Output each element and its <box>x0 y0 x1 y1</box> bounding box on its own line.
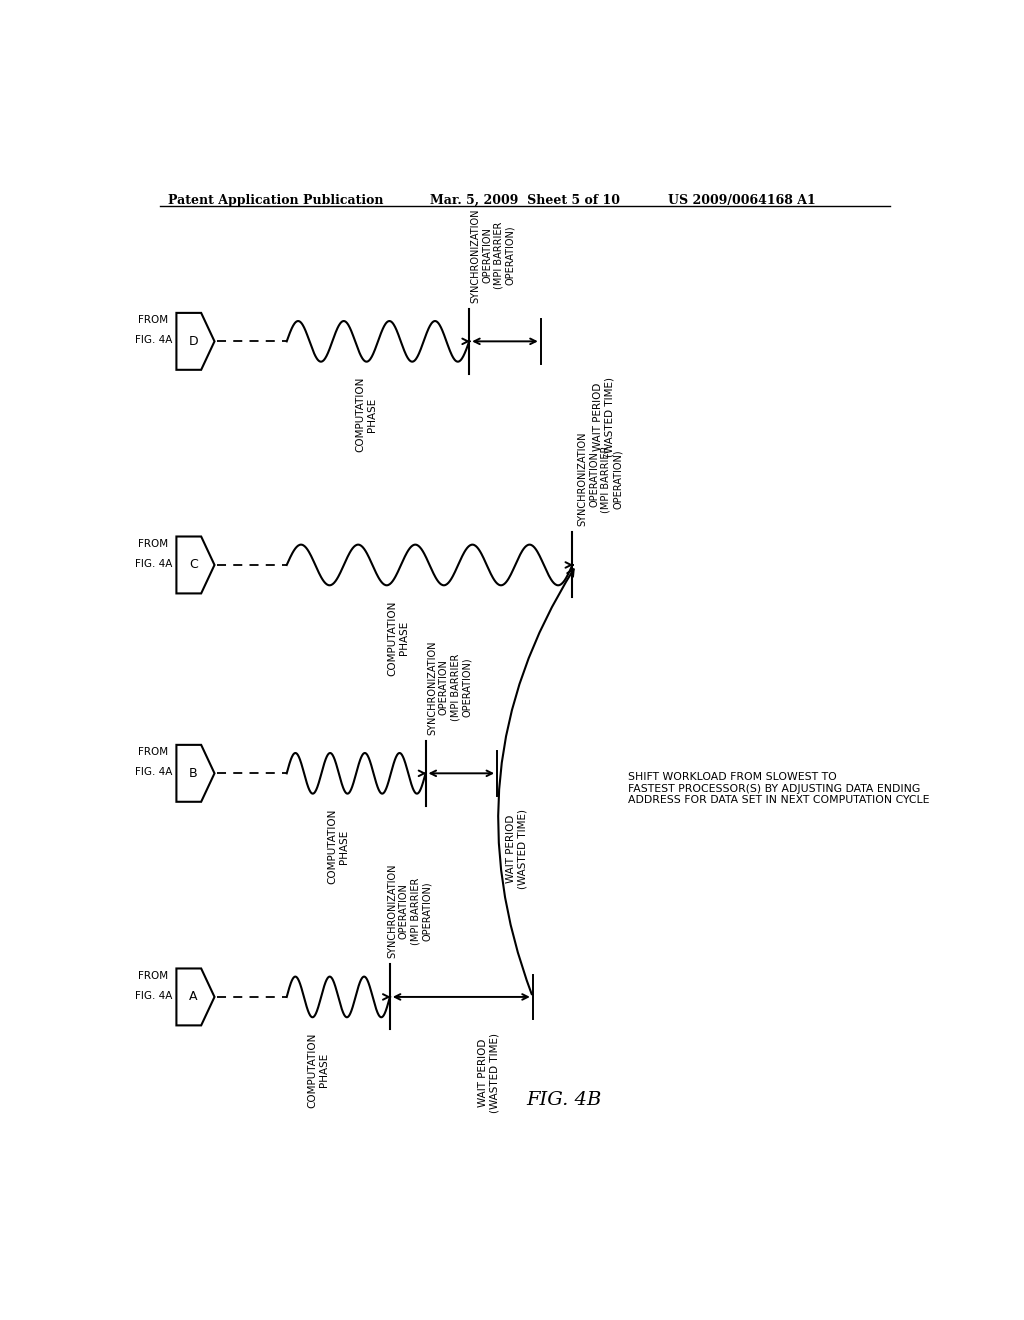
Text: SHIFT WORKLOAD FROM SLOWEST TO
FASTEST PROCESSOR(S) BY ADJUSTING DATA ENDING
ADD: SHIFT WORKLOAD FROM SLOWEST TO FASTEST P… <box>628 772 930 805</box>
Text: COMPUTATION
PHASE: COMPUTATION PHASE <box>328 809 349 884</box>
Text: FIG. 4A: FIG. 4A <box>135 560 172 569</box>
Text: WAIT PERIOD
(WASTED TIME): WAIT PERIOD (WASTED TIME) <box>478 1032 500 1113</box>
Text: C: C <box>189 558 198 572</box>
Text: B: B <box>189 767 198 780</box>
Text: FIG. 4B: FIG. 4B <box>526 1090 602 1109</box>
Text: FROM: FROM <box>138 315 169 325</box>
Text: US 2009/0064168 A1: US 2009/0064168 A1 <box>668 194 815 207</box>
Text: FROM: FROM <box>138 970 169 981</box>
Text: FIG. 4A: FIG. 4A <box>135 991 172 1001</box>
Text: FIG. 4A: FIG. 4A <box>135 767 172 777</box>
Text: FROM: FROM <box>138 539 169 549</box>
Text: Mar. 5, 2009  Sheet 5 of 10: Mar. 5, 2009 Sheet 5 of 10 <box>430 194 620 207</box>
Text: FIG. 4A: FIG. 4A <box>135 335 172 346</box>
Text: COMPUTATION
PHASE: COMPUTATION PHASE <box>355 378 377 453</box>
Text: WAIT PERIOD
(WASTED TIME): WAIT PERIOD (WASTED TIME) <box>506 809 527 888</box>
Text: COMPUTATION
PHASE: COMPUTATION PHASE <box>307 1032 330 1107</box>
Text: SYNCHRONIZATION
OPERATION
(MPI BARRIER
OPERATION): SYNCHRONIZATION OPERATION (MPI BARRIER O… <box>427 640 472 735</box>
Text: A: A <box>189 990 198 1003</box>
Text: FROM: FROM <box>138 747 169 758</box>
Text: SYNCHRONIZATION
OPERATION
(MPI BARRIER
OPERATION): SYNCHRONIZATION OPERATION (MPI BARRIER O… <box>387 863 432 958</box>
Text: SYNCHRONIZATION
OPERATION
(MPI BARRIER
OPERATION): SYNCHRONIZATION OPERATION (MPI BARRIER O… <box>471 209 515 302</box>
Text: SYNCHRONIZATION
OPERATION
(MPI BARRIER
OPERATION): SYNCHRONIZATION OPERATION (MPI BARRIER O… <box>578 432 623 527</box>
Text: Patent Application Publication: Patent Application Publication <box>168 194 383 207</box>
Text: COMPUTATION
PHASE: COMPUTATION PHASE <box>387 601 409 676</box>
Text: D: D <box>188 335 199 348</box>
Text: WAIT PERIOD
(WASTED TIME): WAIT PERIOD (WASTED TIME) <box>593 378 615 457</box>
